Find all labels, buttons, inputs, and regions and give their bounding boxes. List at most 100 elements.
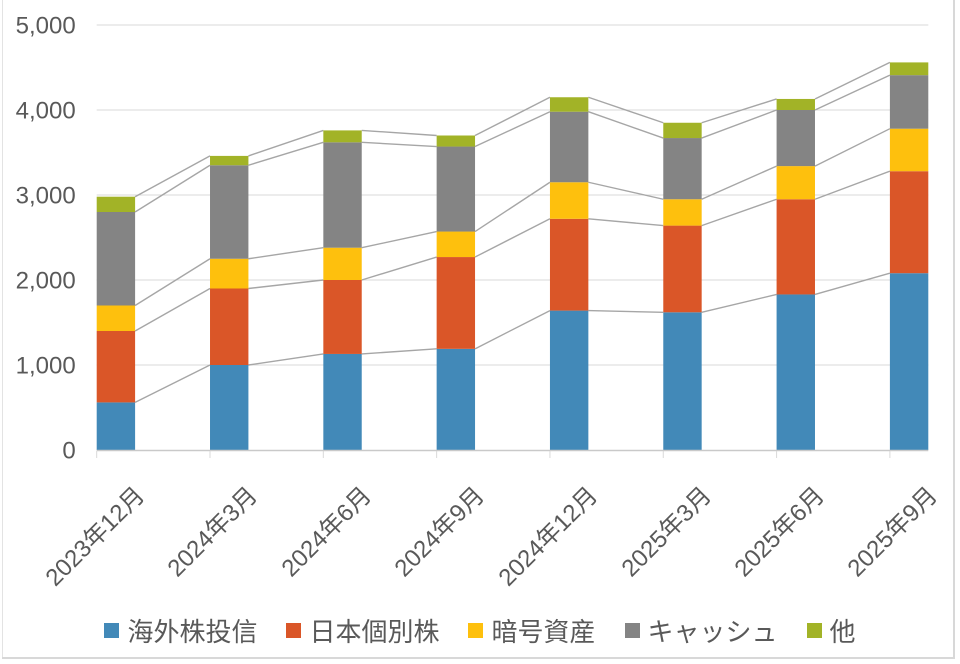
bar-segment xyxy=(663,138,702,200)
series-connector-line xyxy=(588,218,664,227)
legend-swatch-icon xyxy=(468,622,484,638)
series-connector-line xyxy=(814,170,891,200)
bar-segment xyxy=(776,294,815,450)
legend-swatch-icon xyxy=(104,622,120,638)
bar-segment xyxy=(889,273,929,450)
y-axis-tick-label: 3,000 xyxy=(16,183,76,210)
series-connector-line xyxy=(134,155,211,198)
bar-segment xyxy=(663,122,702,139)
bar-segment xyxy=(663,199,702,226)
series-connector-line xyxy=(361,256,437,281)
bar-segment xyxy=(96,196,136,212)
series-connector-line xyxy=(248,129,324,157)
bar-segment xyxy=(210,365,249,450)
series-connector-line xyxy=(361,348,437,355)
legend-label: 日本個別株 xyxy=(309,616,440,647)
y-axis-tick-label: 4,000 xyxy=(16,98,76,125)
bar-segment xyxy=(776,199,815,295)
bar-segment xyxy=(889,171,929,274)
bar-segment xyxy=(889,75,929,129)
series-connector-line xyxy=(814,61,891,100)
bar-segment xyxy=(889,128,929,172)
series-connector-line xyxy=(814,272,891,296)
bar-segment xyxy=(663,225,702,313)
bar-segment xyxy=(436,135,476,147)
legend-label: 海外株投信 xyxy=(127,616,258,647)
bar-segment xyxy=(323,142,362,248)
series-connector-line xyxy=(701,109,777,139)
series-connector-line xyxy=(474,181,551,233)
bar-segment xyxy=(210,165,249,259)
y-axis-tick-label: 2,000 xyxy=(16,268,76,295)
series-connector-line xyxy=(588,111,664,139)
legend-item: 日本個別株 xyxy=(286,612,439,649)
legend-item: 暗号資産 xyxy=(468,612,596,649)
series-connector-line xyxy=(134,287,211,332)
chart-border-right xyxy=(953,0,955,658)
series-connector-line xyxy=(814,74,891,111)
bar-segment xyxy=(210,288,249,365)
bar-segment xyxy=(436,231,476,258)
legend: 海外株投信 日本個別株 暗号資産 キャッシュ 他 xyxy=(0,612,960,648)
series-connector-line xyxy=(701,165,777,200)
y-axis-tick-label: 5,000 xyxy=(16,13,76,40)
y-axis-tick-label: 1,000 xyxy=(16,353,76,380)
bar-segment xyxy=(323,130,362,143)
series-connector-line xyxy=(134,164,211,213)
series-connector-line xyxy=(588,309,664,313)
series-connector-line xyxy=(701,293,777,313)
series-connector-line xyxy=(474,111,551,148)
series-connector-line xyxy=(248,279,324,290)
bar-segment xyxy=(663,312,702,450)
bar-segment xyxy=(96,212,136,306)
bar-segment xyxy=(776,166,815,200)
series-connector-line xyxy=(701,198,777,227)
series-connector-line xyxy=(814,128,891,167)
bar-segment xyxy=(549,218,589,311)
y-axis-tick-label: 0 xyxy=(62,438,75,465)
legend-label: 他 xyxy=(829,616,856,647)
bar-segment xyxy=(210,155,249,166)
legend-swatch-icon xyxy=(806,622,822,638)
bar-segment xyxy=(549,310,589,450)
bar-segment xyxy=(436,348,476,450)
series-connector-line xyxy=(134,258,211,307)
series-connector-line xyxy=(134,364,211,404)
bar-segment xyxy=(96,331,136,403)
bar-segment xyxy=(776,110,815,167)
bar-segment xyxy=(96,402,136,450)
legend-label: 暗号資産 xyxy=(491,616,596,647)
chart-border-left xyxy=(2,0,3,658)
series-connector-line xyxy=(474,218,551,258)
legend-swatch-icon xyxy=(624,622,640,638)
chart-border-bottom xyxy=(2,657,955,659)
bar-segment xyxy=(323,353,362,450)
bar-segment xyxy=(96,305,136,331)
bar-segment xyxy=(436,146,476,232)
series-connector-line xyxy=(474,96,551,137)
legend-item: キャッシュ xyxy=(624,612,778,649)
bar-segment xyxy=(210,258,249,289)
legend-item: 海外株投信 xyxy=(104,612,257,649)
legend-item: 他 xyxy=(806,612,856,649)
legend-swatch-icon xyxy=(286,622,302,638)
series-connector-line xyxy=(248,353,324,366)
bar-segment xyxy=(549,111,589,183)
bar-segment xyxy=(323,247,362,280)
bar-segment xyxy=(549,97,589,112)
series-connector-line xyxy=(701,98,777,124)
series-connector-line xyxy=(248,141,324,166)
bar-segment xyxy=(436,257,476,349)
series-connector-line xyxy=(588,181,664,200)
bar-segment xyxy=(549,182,589,219)
bar-segment xyxy=(323,280,362,354)
legend-label: キャッシュ xyxy=(647,616,778,647)
series-connector-line xyxy=(361,141,437,148)
series-connector-line xyxy=(474,309,551,350)
series-connector-line xyxy=(361,129,437,137)
series-connector-line xyxy=(588,96,664,124)
bar-segment xyxy=(889,62,929,76)
series-connector-line xyxy=(361,230,437,249)
